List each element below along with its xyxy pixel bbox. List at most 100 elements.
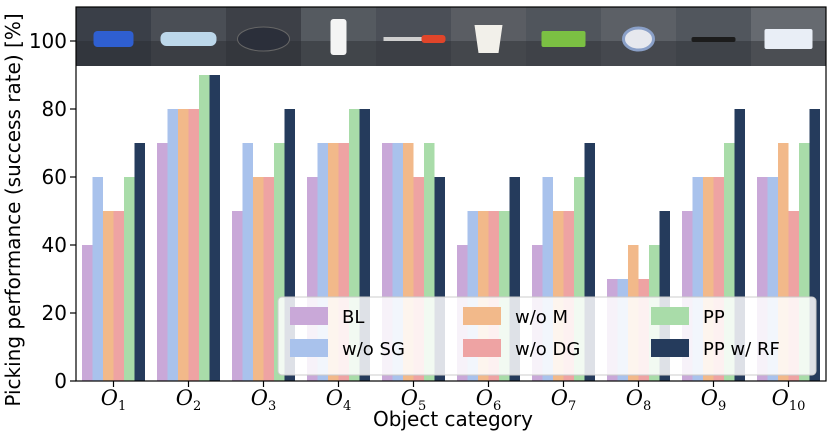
legend-item-w-o-sg: w/o SG [290,339,405,360]
bar-w-o-dg-o3 [263,177,274,381]
bar-pp-w-rf-o5 [434,177,445,381]
cup-photo [451,7,526,66]
bar-w-o-m-o1 [103,211,114,381]
bar-pp-o1 [124,177,135,381]
y-tick-label: 40 [42,233,67,257]
y-tick-label: 20 [42,301,67,325]
bar-pp-w-rf-o9 [734,109,745,381]
bar-w-o-sg-o1 [92,177,103,381]
bar-bl-o2 [157,143,168,381]
x-axis-title: Object category [373,407,533,431]
bar-bl-o9 [682,211,693,381]
legend-swatch [463,339,501,357]
x-tick-label: O8 [626,386,652,414]
x-tick-label: O4 [326,386,352,414]
screwdriver-photo [376,7,451,66]
bar-w-o-m-o6 [478,211,489,381]
tissue-photo [751,7,826,66]
legend-swatch [651,339,689,357]
x-tick-label: O5 [401,386,427,414]
legend-item-pp-w-rf: PP w/ RF [651,339,780,360]
bar-bl-o1 [82,245,93,381]
y-axis-title: Picking performance (success rate) [%] [1,13,25,406]
y-tick-label: 0 [54,369,67,393]
bar-w-o-sg-o9 [692,177,703,381]
legend-label: w/o DG [515,339,580,360]
x-tick-label: O3 [251,386,277,414]
box-photo [526,7,601,66]
legend: BL w/o SG w/o M w/o DG PP PP w/ RF [277,296,817,376]
x-tick-label: O9 [701,386,727,414]
y-tick-label: 100 [29,29,67,53]
bar-w-o-sg-o3 [242,143,253,381]
legend-swatch [463,307,501,325]
bar-w-o-sg-o5 [392,143,403,381]
x-tick-label: O6 [476,386,502,414]
bar-w-o-dg-o2 [188,109,199,381]
legend-item-w-o-dg: w/o DG [463,339,580,360]
x-tick-label: O7 [551,386,577,414]
bar-w-o-m-o7 [553,211,564,381]
stapler-photo [76,7,151,66]
x-tick-label: O2 [176,386,202,414]
bar-w-o-m-o9 [703,177,714,381]
bar-pp-w-rf-o3 [284,109,295,381]
bar-pp-o7 [574,177,585,381]
bar-pp-o9 [724,143,735,381]
y-tick-label: 80 [42,97,67,121]
legend-label: w/o SG [342,339,405,360]
bar-pp-o6 [499,211,510,381]
bar-w-o-dg-o4 [338,143,349,381]
legend-label: PP w/ RF [703,339,780,360]
bar-w-o-m-o10 [778,143,789,381]
marker-photo [676,7,751,66]
legend-label: BL [342,307,364,328]
plot-frame [75,6,827,382]
bar-w-o-dg-o7 [563,211,574,381]
bar-w-o-sg-o2 [167,109,178,381]
bar-pp-o10 [799,143,810,381]
bar-w-o-sg-o4 [317,143,328,381]
bar-w-o-m-o5 [403,143,414,381]
bar-pp-o5 [424,143,435,381]
axes: 0 20 40 60 80 100 O1 O2 O3 O4 O5 O6 O7 O8 O9 O10 [29,6,827,414]
bar-group [82,75,820,381]
controller-photo [226,7,301,66]
y-tick-label: 60 [42,165,67,189]
bar-pp-o4 [349,109,360,381]
legend-swatch [651,307,689,325]
legend-item-w-o-m: w/o M [463,307,568,328]
bar-w-o-dg-o9 [713,177,724,381]
x-tick-label: O10 [772,386,806,414]
bar-pp-w-rf-o8 [659,211,670,381]
bar-w-o-dg-o10 [788,211,799,381]
legend-swatch [290,339,328,357]
bar-bl-o3 [232,211,243,381]
bar-w-o-m-o2 [178,109,189,381]
bar-pp-w-rf-o6 [509,177,520,381]
bar-pp-o2 [199,75,210,381]
bar-w-o-sg-o6 [467,211,478,381]
legend-label: w/o M [515,307,568,328]
legend-swatch [290,307,328,325]
bar-w-o-dg-o6 [488,211,499,381]
bar-bl-o5 [382,143,393,381]
bar-w-o-m-o4 [328,143,339,381]
legend-item-pp: PP [651,307,725,328]
bar-pp-w-rf-o7 [584,143,595,381]
x-tick-label: O1 [101,386,127,414]
legend-item-bl: BL [290,307,364,328]
tape-photo [601,7,676,66]
legend-label: PP [703,307,725,328]
bar-pp-w-rf-o10 [809,109,820,381]
bottle-photo [151,7,226,66]
bar-pp-w-rf-o2 [209,75,220,381]
spray-photo [301,7,376,66]
bar-w-o-sg-o7 [542,177,553,381]
bar-w-o-dg-o1 [113,211,124,381]
bar-pp-w-rf-o1 [134,143,145,381]
bar-bl-o10 [757,177,768,381]
bar-w-o-sg-o10 [767,177,778,381]
bar-pp-w-rf-o4 [359,109,370,381]
